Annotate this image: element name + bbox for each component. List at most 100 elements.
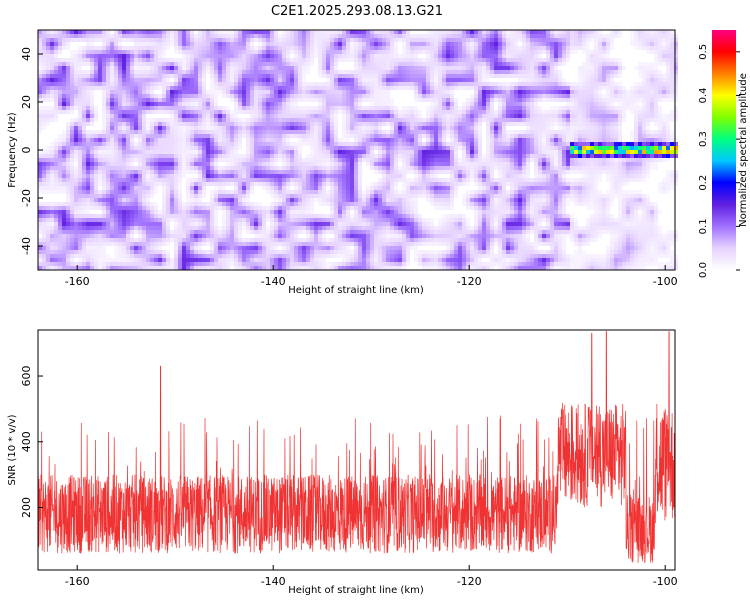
heatmap-cell xyxy=(150,38,154,42)
heatmap-cell xyxy=(58,70,62,74)
heatmap-cell xyxy=(302,58,306,62)
heatmap-cell xyxy=(62,42,66,46)
heatmap-cell xyxy=(186,30,190,34)
heatmap-cell xyxy=(190,54,194,58)
heatmap-cell xyxy=(478,162,482,166)
heatmap-cell xyxy=(410,62,414,66)
heatmap-cell xyxy=(38,66,42,70)
heatmap-cell xyxy=(518,94,522,98)
heatmap-cell xyxy=(282,122,286,126)
heatmap-cell xyxy=(266,106,270,110)
heatmap-cell xyxy=(162,78,166,82)
heatmap-cell xyxy=(146,134,150,138)
heatmap-cell xyxy=(506,110,510,114)
heatmap-cell xyxy=(570,154,574,158)
heatmap-cell xyxy=(290,34,294,38)
heatmap-cell xyxy=(610,130,614,134)
heatmap-cell xyxy=(630,30,634,34)
heatmap-cell xyxy=(546,58,550,62)
heatmap-cell xyxy=(278,158,282,162)
heatmap-cell xyxy=(610,38,614,42)
heatmap-cell xyxy=(202,158,206,162)
heatmap-cell xyxy=(70,90,74,94)
heatmap-cell xyxy=(254,114,258,118)
heatmap-cell xyxy=(38,74,42,78)
heatmap-cell xyxy=(90,102,94,106)
heatmap-cell xyxy=(102,86,106,90)
heatmap-cell xyxy=(186,82,190,86)
heatmap-cell xyxy=(170,118,174,122)
heatmap-cell xyxy=(50,70,54,74)
heatmap-cell xyxy=(454,78,458,82)
heatmap-cell xyxy=(190,42,194,46)
heatmap-cell xyxy=(646,150,650,154)
heatmap-cell xyxy=(178,142,182,146)
heatmap-cell xyxy=(154,50,158,54)
heatmap-cell xyxy=(294,154,298,158)
heatmap-cell xyxy=(526,94,530,98)
heatmap-cell xyxy=(494,158,498,162)
heatmap-cell xyxy=(642,78,646,82)
heatmap-cell xyxy=(118,86,122,90)
heatmap-cell xyxy=(458,58,462,62)
heatmap-cell xyxy=(574,38,578,42)
heatmap-cell xyxy=(418,146,422,150)
heatmap-cell xyxy=(430,142,434,146)
heatmap-cell xyxy=(118,162,122,166)
heatmap-cell xyxy=(462,118,466,122)
heatmap-cell xyxy=(74,94,78,98)
heatmap-cell xyxy=(218,46,222,50)
heatmap-cell xyxy=(622,110,626,114)
heatmap-cell xyxy=(306,142,310,146)
heatmap-cell xyxy=(246,122,250,126)
heatmap-cell xyxy=(610,78,614,82)
heatmap-cell xyxy=(586,154,590,158)
heatmap-cell xyxy=(158,86,162,90)
heatmap-cell xyxy=(190,154,194,158)
heatmap-cell xyxy=(434,154,438,158)
heatmap-cell xyxy=(574,130,578,134)
heatmap-cell xyxy=(458,38,462,42)
heatmap-cell xyxy=(466,134,470,138)
heatmap-cell xyxy=(206,90,210,94)
heatmap-cell xyxy=(58,78,62,82)
heatmap-cell xyxy=(330,162,334,166)
heatmap-cell xyxy=(230,126,234,130)
heatmap-cell xyxy=(374,158,378,162)
heatmap-cell xyxy=(90,86,94,90)
heatmap-cell xyxy=(126,110,130,114)
heatmap-cell xyxy=(602,46,606,50)
heatmap-cell xyxy=(466,46,470,50)
heatmap-cell xyxy=(86,106,90,110)
heatmap-cell xyxy=(238,142,242,146)
heatmap-cell xyxy=(130,46,134,50)
heatmap-cell xyxy=(270,146,274,150)
heatmap-cell xyxy=(658,98,662,102)
heatmap-cell xyxy=(458,134,462,138)
heatmap-cell xyxy=(470,138,474,142)
heatmap-cell xyxy=(610,30,614,34)
heatmap-cell xyxy=(642,154,646,158)
heatmap-cell xyxy=(250,70,254,74)
heatmap-cell xyxy=(202,54,206,58)
heatmap-cell xyxy=(362,30,366,34)
heatmap-cell xyxy=(390,130,394,134)
heatmap-cell xyxy=(634,138,638,142)
heatmap-cell xyxy=(106,58,110,62)
heatmap-cell xyxy=(666,70,670,74)
heatmap-cell xyxy=(210,34,214,38)
heatmap-cell xyxy=(634,98,638,102)
heatmap-cell xyxy=(366,94,370,98)
heatmap-cell xyxy=(246,58,250,62)
heatmap-cell xyxy=(658,50,662,54)
heatmap-cell xyxy=(98,134,102,138)
heatmap-cell xyxy=(94,114,98,118)
heatmap-cell xyxy=(446,142,450,146)
heatmap-cell xyxy=(210,122,214,126)
heatmap-cell xyxy=(182,110,186,114)
heatmap-cell xyxy=(538,110,542,114)
heatmap-cell xyxy=(578,34,582,38)
heatmap-cell xyxy=(242,94,246,98)
heatmap-cell xyxy=(250,54,254,58)
heatmap-cell xyxy=(530,90,534,94)
